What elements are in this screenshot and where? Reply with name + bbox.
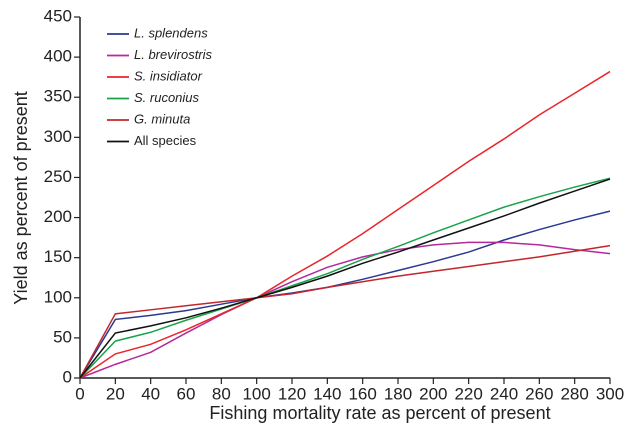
- series-line: [79, 241, 611, 379]
- x-tick-label: 200: [419, 384, 447, 403]
- series-line: [79, 178, 611, 379]
- y-tick-label: 350: [44, 87, 72, 106]
- series-line: [79, 210, 611, 379]
- x-tick-label: 120: [278, 384, 306, 403]
- x-tick-label: 0: [75, 384, 84, 403]
- series-line: [79, 244, 611, 379]
- x-tick-label: 20: [106, 384, 125, 403]
- x-axis-label: Fishing mortality rate as percent of pre…: [209, 403, 550, 423]
- y-tick-label: 250: [44, 167, 72, 186]
- x-tick-label: 260: [525, 384, 553, 403]
- y-tick-label: 200: [44, 207, 72, 226]
- legend-label: G. minuta: [134, 111, 190, 126]
- legend-label: L. brevirostris: [134, 47, 213, 62]
- x-tick-label: 140: [313, 384, 341, 403]
- y-tick-label: 300: [44, 127, 72, 146]
- x-tick-label: 60: [177, 384, 196, 403]
- x-tick-label: 100: [242, 384, 270, 403]
- x-tick-label: 240: [490, 384, 518, 403]
- y-tick-label: 400: [44, 47, 72, 66]
- series-line: [79, 70, 611, 379]
- x-tick-label: 40: [141, 384, 160, 403]
- y-tick-label: 450: [44, 6, 72, 25]
- series-line: [79, 177, 611, 379]
- legend-label: S. insidiator: [134, 68, 203, 83]
- y-tick-label: 0: [63, 367, 72, 386]
- x-tick-label: 160: [348, 384, 376, 403]
- x-tick-label: 280: [560, 384, 588, 403]
- x-tick-label: 300: [596, 384, 624, 403]
- x-tick-label: 80: [212, 384, 231, 403]
- x-tick-label: 180: [384, 384, 412, 403]
- legend-label: All species: [134, 133, 197, 148]
- y-tick-label: 150: [44, 247, 72, 266]
- legend-label: S. ruconius: [134, 90, 200, 105]
- legend-label: L. splendens: [134, 25, 208, 40]
- y-tick-label: 100: [44, 287, 72, 306]
- y-tick-label: 50: [53, 327, 72, 346]
- y-axis-label: Yield as percent of present: [11, 91, 31, 304]
- x-tick-label: 220: [454, 384, 482, 403]
